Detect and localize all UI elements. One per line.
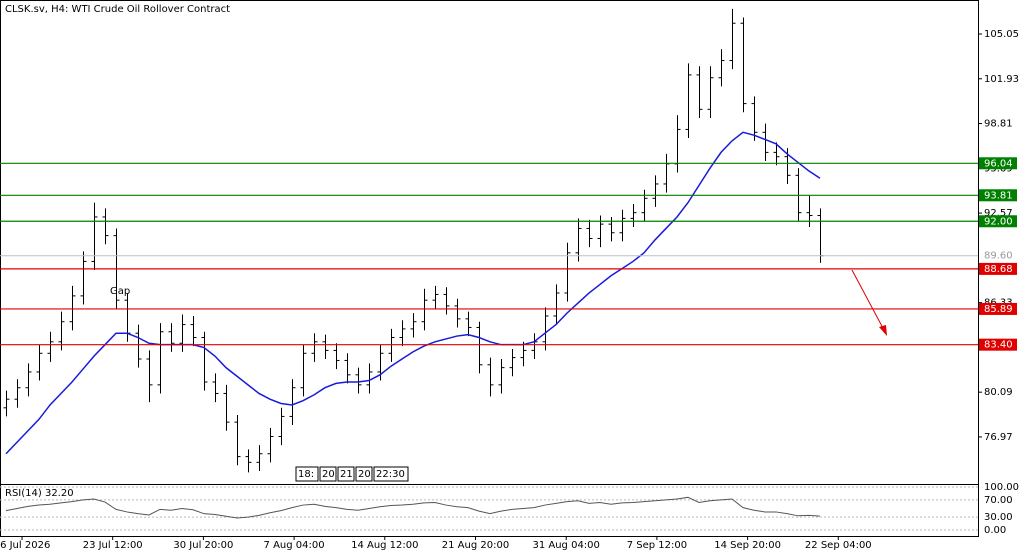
level-label-box (979, 215, 1017, 228)
scroll-label: 21 (340, 469, 353, 480)
y-tick-label: 92.57 (984, 208, 1013, 219)
rsi-tick-label: 30.00 (984, 512, 1013, 523)
annotation: Gap (110, 286, 130, 297)
y-tick-label: 80.09 (984, 387, 1013, 398)
scroll-label-box (319, 466, 337, 482)
scroll-label: 18: (298, 469, 314, 480)
x-tick-label: 21 Aug 20:00 (442, 540, 509, 551)
y-tick-label: 76.97 (984, 432, 1013, 443)
x-tick-label: 7 Sep 12:00 (627, 540, 687, 551)
level-label-box (979, 189, 1017, 202)
scroll-label: 22:30 (376, 469, 405, 480)
rsi-tick-label: 70.00 (984, 495, 1013, 506)
level-label-box (979, 338, 1017, 351)
level-label-box (979, 302, 1017, 315)
level-label-box (979, 262, 1017, 275)
rsi-tick-label: 100.00 (984, 482, 1019, 493)
scroll-label-box (373, 466, 409, 482)
rsi-label: RSI(14) 32.20 (5, 488, 74, 499)
y-tick-label: 98.81 (984, 119, 1013, 130)
x-tick-label: 22 Sep 04:00 (805, 540, 872, 551)
forecast-arrow (851, 269, 887, 336)
y-tick-label: 105.05 (984, 29, 1019, 40)
scroll-label-box (355, 466, 373, 482)
moving-average (5, 131, 821, 455)
level-label: 88.68 (984, 264, 1013, 275)
level-label: 96.04 (984, 158, 1013, 169)
rsi-line (5, 496, 821, 519)
x-tick-label: 14 Sep 20:00 (714, 540, 781, 551)
scroll-label-box (337, 466, 355, 482)
level-label: 83.40 (984, 340, 1013, 351)
level-label: 92.00 (984, 216, 1013, 227)
x-tick-label: 16 Jul 2026 (0, 540, 50, 551)
level-label: 89.60 (984, 251, 1013, 262)
x-tick-label: 31 Aug 04:00 (532, 540, 599, 551)
y-tick-label: 101.93 (984, 74, 1019, 85)
level-label: 93.81 (984, 190, 1013, 201)
x-tick-label: 7 Aug 04:00 (264, 540, 325, 551)
scroll-label-box (295, 466, 319, 482)
chart-title: CLSK.sv, H4: WTI Crude Oil Rollover Cont… (5, 4, 230, 15)
level-label-box (979, 157, 1017, 170)
rsi-tick-label: 0.00 (984, 525, 1006, 536)
x-tick-label: 23 Jul 12:00 (83, 540, 143, 551)
level-label-box (979, 249, 1017, 262)
scroll-label: 20 (322, 469, 335, 480)
x-tick-label: 14 Aug 12:00 (351, 540, 418, 551)
scroll-label: 20 (358, 469, 371, 480)
level-label: 85.89 (984, 304, 1013, 315)
x-tick-label: 30 Jul 20:00 (173, 540, 233, 551)
